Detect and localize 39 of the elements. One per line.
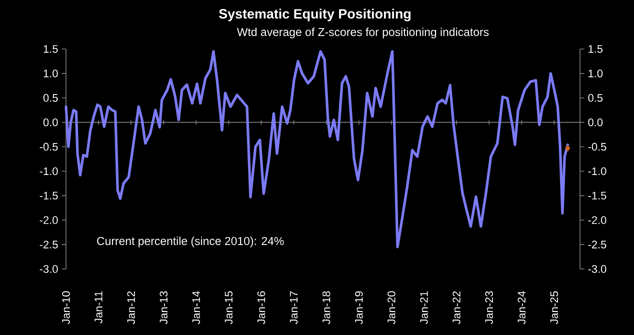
y2-tick-label: -1.0 — [40, 167, 58, 176]
x-tick-label: Jan-16 — [257, 291, 266, 324]
y2-tick-label: -0.5 — [40, 142, 58, 151]
y2-tick-label: -3.0 — [40, 265, 58, 273]
y-tick-label: -1.0 — [588, 167, 606, 176]
chart-subtitle: Wtd average of Z-scores for positioning indicators — [236, 28, 489, 38]
y-tick-label: 1.0 — [588, 70, 603, 78]
y2-tick-label: -1.5 — [40, 192, 58, 200]
x-tick-label: Jan-15 — [224, 291, 233, 324]
x-tick-label: Jan-19 — [355, 291, 363, 324]
x-tick-label: Jan-24 — [518, 291, 526, 324]
annotation: Current percentile (since 2010): 24% — [97, 236, 284, 248]
x-tick-label: Jan-23 — [485, 291, 493, 324]
y-tick-label: -1.5 — [588, 192, 606, 200]
y2-tick-label: -2.0 — [40, 216, 58, 224]
y-tick-label: 0.5 — [588, 94, 603, 102]
y2-tick-label: 1.0 — [44, 70, 58, 78]
y-tick-label: -0.5 — [588, 142, 606, 151]
y2-tick-label: 0.5 — [43, 94, 58, 102]
y-tick-label: 0.0 — [588, 118, 603, 126]
x-tick-label: Jan-10 — [62, 291, 70, 324]
y2-tick-label: 1.5 — [44, 45, 58, 53]
x-tick-label: Jan-25 — [550, 291, 558, 324]
x-tick-label: Jan-17 — [290, 291, 298, 324]
y-tick-label: -2.5 — [588, 240, 606, 248]
y2-tick-label: 0.0 — [43, 118, 58, 126]
y2-tick-label: -2.5 — [40, 240, 58, 248]
x-tick-label: Jan-20 — [388, 291, 396, 324]
x-tick-label: Jan-11 — [94, 291, 102, 324]
y-tick-label: 1.5 — [588, 45, 603, 53]
chart-title: Systematic Equity Positioning — [218, 8, 411, 22]
x-tick-label: Jan-12 — [127, 291, 135, 324]
x-tick-label: Jan-22 — [452, 291, 460, 324]
y-tick-label: -3.0 — [588, 265, 606, 273]
x-tick-label: Jan-13 — [160, 291, 168, 324]
y-tick-label: -2.0 — [588, 216, 606, 224]
x-tick-label: Jan-14 — [192, 291, 200, 324]
x-tick-label: Jan-18 — [322, 291, 330, 324]
x-tick-label: Jan-21 — [420, 291, 428, 324]
